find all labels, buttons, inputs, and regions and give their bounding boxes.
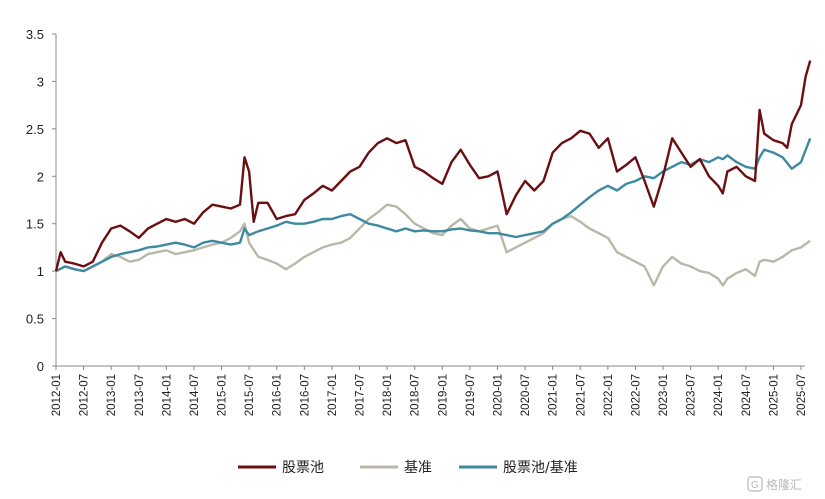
- x-tick-label: 2017-01: [327, 374, 339, 416]
- x-tick-label: 2018-07: [410, 374, 422, 416]
- x-tick-label: 2013-01: [106, 374, 118, 416]
- series-line-0: [54, 60, 812, 272]
- x-tick-label: 2014-07: [189, 374, 201, 416]
- y-tick-label: 2.5: [26, 122, 44, 137]
- x-tick-label: 2022-01: [603, 374, 615, 416]
- x-tick-label: 2018-01: [382, 374, 394, 416]
- x-tick-label: 2015-01: [217, 374, 229, 416]
- x-tick-label: 2020-01: [492, 374, 504, 416]
- series-line-1: [55, 203, 811, 287]
- x-axis-ticks: 2012-01 2012-07 2013-01 2013-07 2014-01 2014-…: [51, 366, 808, 416]
- glh-logo-icon: [747, 476, 763, 492]
- watermark-text: 格隆汇: [766, 477, 802, 492]
- y-tick-label: 0.5: [26, 312, 44, 327]
- x-tick-label: 2025-01: [768, 374, 780, 416]
- y-tick-label: 2: [37, 169, 44, 184]
- x-tick-label: 2013-07: [134, 374, 146, 416]
- axes: [55, 34, 805, 367]
- x-tick-label: 2024-07: [741, 374, 753, 416]
- x-tick-label: 2020-07: [520, 374, 532, 416]
- x-tick-label: 2012-07: [79, 374, 91, 416]
- y-tick-label: 0: [37, 359, 44, 374]
- x-tick-label: 2021-07: [575, 374, 587, 416]
- x-tick-label: 2023-07: [686, 374, 698, 416]
- watermark: G 格隆汇: [747, 476, 802, 492]
- y-axis-ticks: 0 0.5 1 1.5 2 2.5 3 3.5: [26, 27, 56, 374]
- x-tick-label: 2012-01: [51, 374, 63, 416]
- x-tick-label: 2025-07: [796, 374, 808, 416]
- x-tick-label: 2016-07: [299, 374, 311, 416]
- x-tick-label: 2017-07: [355, 374, 367, 416]
- x-tick-label: 2021-01: [548, 374, 560, 416]
- glh-logo-glyph: G: [751, 480, 759, 491]
- x-tick-label: 2019-01: [437, 374, 449, 416]
- y-tick-label: 3.5: [26, 27, 44, 42]
- x-tick-label: 2023-01: [658, 374, 670, 416]
- y-tick-label: 1: [37, 264, 44, 279]
- y-tick-label: 1.5: [26, 217, 44, 232]
- legend: 股票池 基准 股票池/基准: [238, 459, 578, 476]
- series-group: [54, 60, 812, 287]
- x-tick-label: 2016-01: [272, 374, 284, 416]
- x-tick-label: 2019-07: [465, 374, 477, 416]
- x-tick-label: 2014-01: [161, 374, 173, 416]
- y-tick-label: 3: [37, 74, 44, 89]
- legend-label-1: 基准: [404, 459, 432, 476]
- legend-label-0: 股票池: [282, 460, 324, 476]
- x-tick-label: 2024-01: [713, 374, 725, 416]
- x-tick-label: 2015-07: [244, 374, 256, 416]
- legend-label-2: 股票池/基准: [503, 459, 578, 476]
- x-tick-label: 2022-07: [630, 374, 642, 416]
